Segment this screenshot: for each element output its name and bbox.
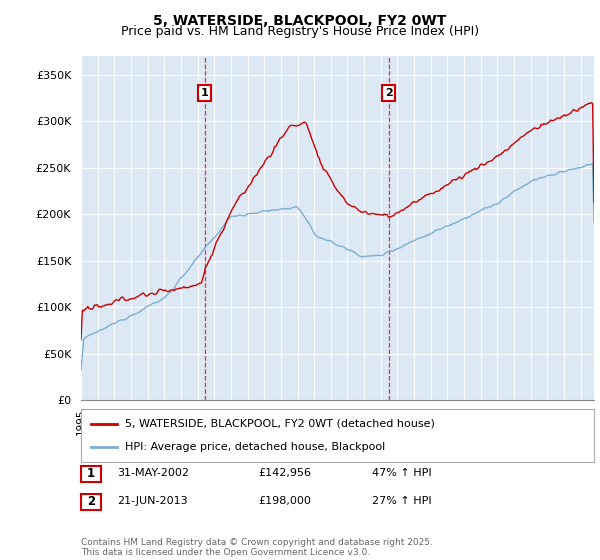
Text: 5, WATERSIDE, BLACKPOOL, FY2 0WT: 5, WATERSIDE, BLACKPOOL, FY2 0WT bbox=[154, 14, 446, 28]
Text: 2: 2 bbox=[385, 88, 392, 98]
Text: 21-JUN-2013: 21-JUN-2013 bbox=[117, 496, 188, 506]
Text: 1: 1 bbox=[200, 88, 208, 98]
Text: Contains HM Land Registry data © Crown copyright and database right 2025.
This d: Contains HM Land Registry data © Crown c… bbox=[81, 538, 433, 557]
Text: Price paid vs. HM Land Registry's House Price Index (HPI): Price paid vs. HM Land Registry's House … bbox=[121, 25, 479, 38]
Text: £198,000: £198,000 bbox=[258, 496, 311, 506]
Text: 27% ↑ HPI: 27% ↑ HPI bbox=[372, 496, 431, 506]
Text: £142,956: £142,956 bbox=[258, 468, 311, 478]
Text: 5, WATERSIDE, BLACKPOOL, FY2 0WT (detached house): 5, WATERSIDE, BLACKPOOL, FY2 0WT (detach… bbox=[125, 419, 434, 429]
Text: 31-MAY-2002: 31-MAY-2002 bbox=[117, 468, 189, 478]
Text: 47% ↑ HPI: 47% ↑ HPI bbox=[372, 468, 431, 478]
Text: 1: 1 bbox=[87, 467, 95, 480]
Text: HPI: Average price, detached house, Blackpool: HPI: Average price, detached house, Blac… bbox=[125, 442, 385, 452]
Text: 2: 2 bbox=[87, 495, 95, 508]
